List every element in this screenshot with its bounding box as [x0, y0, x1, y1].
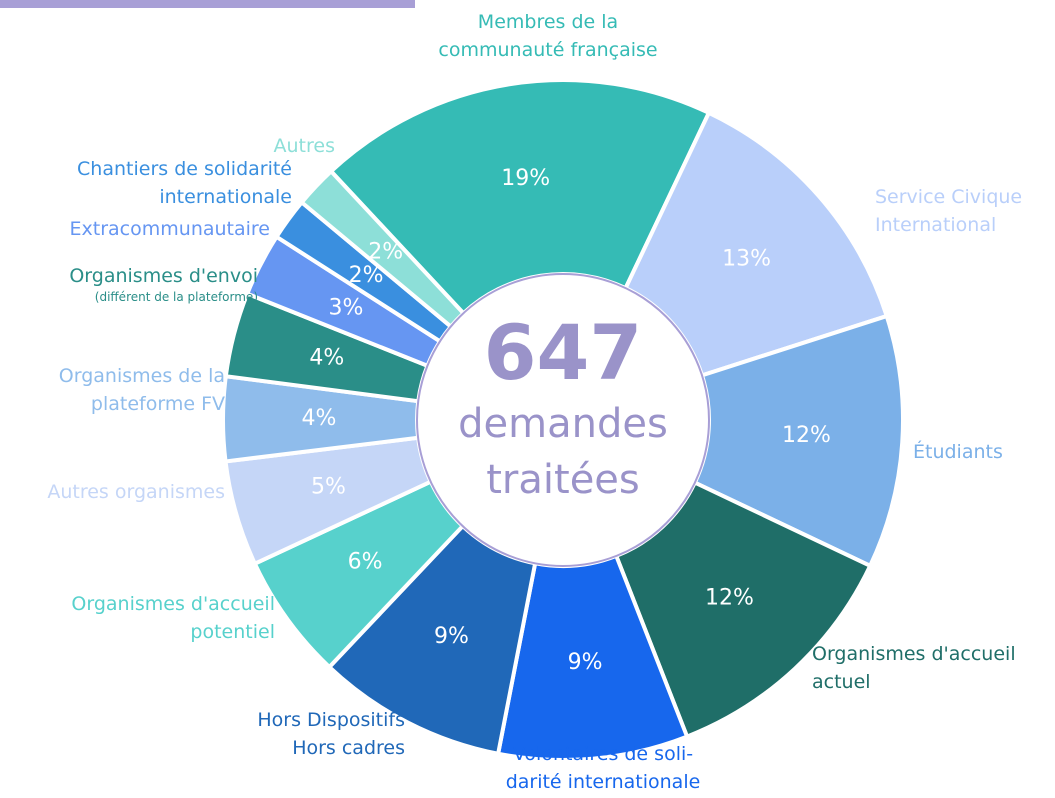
category-label: Autres — [273, 135, 335, 157]
value-label: 13% — [722, 246, 771, 271]
value-label: 2% — [368, 239, 403, 264]
category-label: Étudiants — [913, 441, 1003, 463]
value-label: 19% — [501, 166, 550, 191]
center-circle — [416, 273, 710, 567]
category-label: Organismes de la plateforme FV — [58, 365, 225, 415]
value-label: 4% — [302, 406, 337, 431]
category-label: Hors Dispositifs Hors cadres — [257, 709, 405, 759]
value-label: 9% — [568, 650, 603, 675]
annotation: (différent de la plateforme) — [94, 290, 258, 304]
value-label: 6% — [348, 550, 383, 575]
value-label: 4% — [309, 345, 344, 370]
value-label: 3% — [329, 295, 364, 320]
center-label: demandes traitées — [458, 401, 668, 503]
category-label: Organismes d'accueil actuel — [812, 643, 1016, 693]
category-label: Membres de la communauté française — [438, 11, 658, 61]
value-label: 12% — [705, 585, 754, 610]
category-label: Service Civique International — [875, 186, 1023, 236]
category-label: Chantiers de solidarité internationale — [77, 158, 292, 208]
value-label: 9% — [434, 624, 469, 649]
category-label: Volontaires de soli- darité internationa… — [505, 743, 701, 793]
category-label: Extracommunautaire — [69, 218, 270, 240]
value-label: 12% — [782, 423, 831, 448]
category-label: Organismes d'accueil potentiel — [71, 593, 275, 643]
donut: 19%13%12%12%9%9%6%5%4%4%3%2%2% — [221, 78, 905, 762]
category-label: Autres organismes — [47, 481, 225, 503]
center-value: 647 — [483, 308, 643, 397]
value-label: 5% — [311, 474, 346, 499]
category-label: Organismes d'envoi — [69, 265, 258, 287]
header-bar — [0, 0, 415, 8]
